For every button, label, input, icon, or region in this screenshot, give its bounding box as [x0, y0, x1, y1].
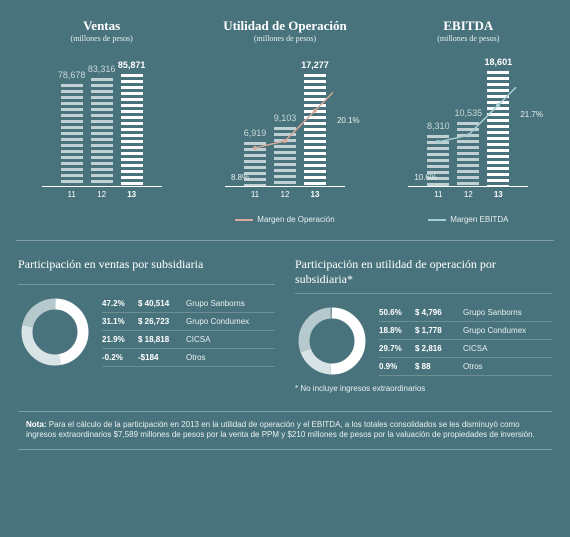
bar-year-label: 13: [487, 190, 509, 199]
row-value: $ 2,816: [415, 344, 457, 353]
donut-title: Participación en utilidad de operación p…: [295, 257, 552, 294]
bar: 85,87113: [121, 74, 143, 187]
bar-value-label: 18,601: [478, 57, 518, 67]
chart-baseline: [408, 186, 528, 187]
legend-label: Margen EBITDA: [450, 215, 508, 224]
row-name: Otros: [463, 362, 552, 371]
table-row: 31.1% $ 26,723 Grupo Condumex: [102, 313, 275, 331]
donut-title: Participación en ventas por subsidiaria: [18, 257, 275, 285]
bar: 17,27713: [304, 74, 326, 187]
bar: 10,53512: [457, 122, 479, 187]
table-row: 21.9% $ 18,818 CICSA: [102, 331, 275, 349]
chart-title: EBITDA: [383, 18, 553, 34]
row-name: CICSA: [463, 344, 552, 353]
chart-subtitle: (millones de pesos): [17, 34, 187, 43]
donut-charts-row: Participación en ventas por subsidiaria 4…: [0, 257, 570, 393]
donut-footnote: * No incluye ingresos extraordinarios: [295, 384, 552, 393]
legend-swatch: [428, 219, 446, 221]
row-name: CICSA: [186, 335, 275, 344]
table-row: 47.2% $ 40,514 Grupo Sanborns: [102, 295, 275, 313]
row-name: Grupo Condumex: [186, 317, 275, 326]
bar-value-label: 9,103: [265, 113, 305, 123]
table-row: 0.9% $ 88 Otros: [379, 358, 552, 376]
row-name: Grupo Condumex: [463, 326, 552, 335]
table-row: 50.6% $ 4,796 Grupo Sanborns: [379, 304, 552, 322]
table-row: 18.8% $ 1,778 Grupo Condumex: [379, 322, 552, 340]
section-divider: [16, 240, 554, 241]
row-pct: 47.2%: [102, 299, 132, 308]
pct-label: 8.8%: [231, 173, 249, 182]
row-value: $ 26,723: [138, 317, 180, 326]
chart-baseline: [225, 186, 345, 187]
bar-year-label: 12: [457, 190, 479, 199]
row-value: $ 4,796: [415, 308, 457, 317]
row-value: $ 88: [415, 362, 457, 371]
donut-content: 50.6% $ 4,796 Grupo Sanborns 18.8% $ 1,778 Gr…: [295, 304, 552, 378]
row-pct: 31.1%: [102, 317, 132, 326]
chart-title: Ventas: [17, 18, 187, 34]
donut-content: 47.2% $ 40,514 Grupo Sanborns 31.1% $ 26,723…: [18, 295, 275, 369]
bar-value-label: 85,871: [112, 60, 152, 70]
chart-baseline: [42, 186, 162, 187]
row-pct: -0.2%: [102, 353, 132, 362]
table-row: -0.2% -$184 Otros: [102, 349, 275, 367]
pct-label: 21.7%: [520, 110, 543, 119]
row-value: $ 1,778: [415, 326, 457, 335]
bar-value-label: 17,277: [295, 60, 335, 70]
donut-ring: [18, 295, 92, 369]
chart-plot-area: 6,919119,1031217,277138.8%20.1%: [225, 51, 345, 201]
bar-year-label: 13: [121, 190, 143, 199]
bar-year-label: 12: [91, 190, 113, 199]
table-row: 29.7% $ 2,816 CICSA: [379, 340, 552, 358]
chart-subtitle: (millones de pesos): [383, 34, 553, 43]
chart-title: Utilidad de Operación: [200, 18, 370, 34]
row-value: $ 18,818: [138, 335, 180, 344]
bar-value-label: 8,310: [418, 121, 458, 131]
bar: 78,67811: [61, 84, 83, 187]
donut-table: 50.6% $ 4,796 Grupo Sanborns 18.8% $ 1,778 Gr…: [379, 304, 552, 376]
row-name: Otros: [186, 353, 275, 362]
legend-label: Margen de Operación: [257, 215, 334, 224]
chart-subtitle: (millones de pesos): [200, 34, 370, 43]
row-value: $ 40,514: [138, 299, 180, 308]
donut-chart-block: Participación en utilidad de operación p…: [295, 257, 552, 393]
row-name: Grupo Sanborns: [186, 299, 275, 308]
donut-chart-block: Participación en ventas por subsidiaria 4…: [18, 257, 275, 393]
bar-chart: Utilidad de Operación(millones de pesos)…: [200, 18, 370, 224]
bar: 83,31612: [91, 78, 113, 187]
pct-label: 20.1%: [337, 116, 360, 125]
row-name: Grupo Sanborns: [463, 308, 552, 317]
bar: 18,60113: [487, 71, 509, 187]
bar-chart: EBITDA(millones de pesos)8,3101110,53512…: [383, 18, 553, 224]
chart-legend: Margen de Operación: [200, 215, 370, 224]
bar-chart: Ventas(millones de pesos) 78,67811 83,3161…: [17, 18, 187, 224]
pct-label: 10.6%: [414, 173, 437, 182]
bar-year-label: 11: [244, 190, 266, 199]
row-pct: 50.6%: [379, 308, 409, 317]
row-pct: 29.7%: [379, 344, 409, 353]
bar-year-label: 11: [61, 190, 83, 199]
donut-ring: [295, 304, 369, 378]
row-pct: 0.9%: [379, 362, 409, 371]
note-text: Para el cálculo de la participación en 2…: [26, 420, 535, 439]
row-pct: 18.8%: [379, 326, 409, 335]
bar-year-label: 13: [304, 190, 326, 199]
chart-plot-area: 78,6781183,3161285,87113: [42, 51, 162, 201]
bar-value-label: 6,919: [235, 128, 275, 138]
bar-value-label: 10,535: [448, 108, 488, 118]
footnote-block: Nota: Para el cálculo de la participació…: [18, 411, 552, 450]
chart-plot-area: 8,3101110,5351218,6011310.6%21.7%: [408, 51, 528, 201]
bar-charts-row: Ventas(millones de pesos)78,6781183,3161…: [0, 0, 570, 224]
chart-legend: Margen EBITDA: [383, 215, 553, 224]
note-label: Nota:: [26, 420, 46, 429]
donut-table: 47.2% $ 40,514 Grupo Sanborns 31.1% $ 26,723…: [102, 295, 275, 367]
bar: 9,10312: [274, 127, 296, 187]
bar-year-label: 11: [427, 190, 449, 199]
row-pct: 21.9%: [102, 335, 132, 344]
bar-year-label: 12: [274, 190, 296, 199]
legend-swatch: [235, 219, 253, 221]
row-value: -$184: [138, 353, 180, 362]
